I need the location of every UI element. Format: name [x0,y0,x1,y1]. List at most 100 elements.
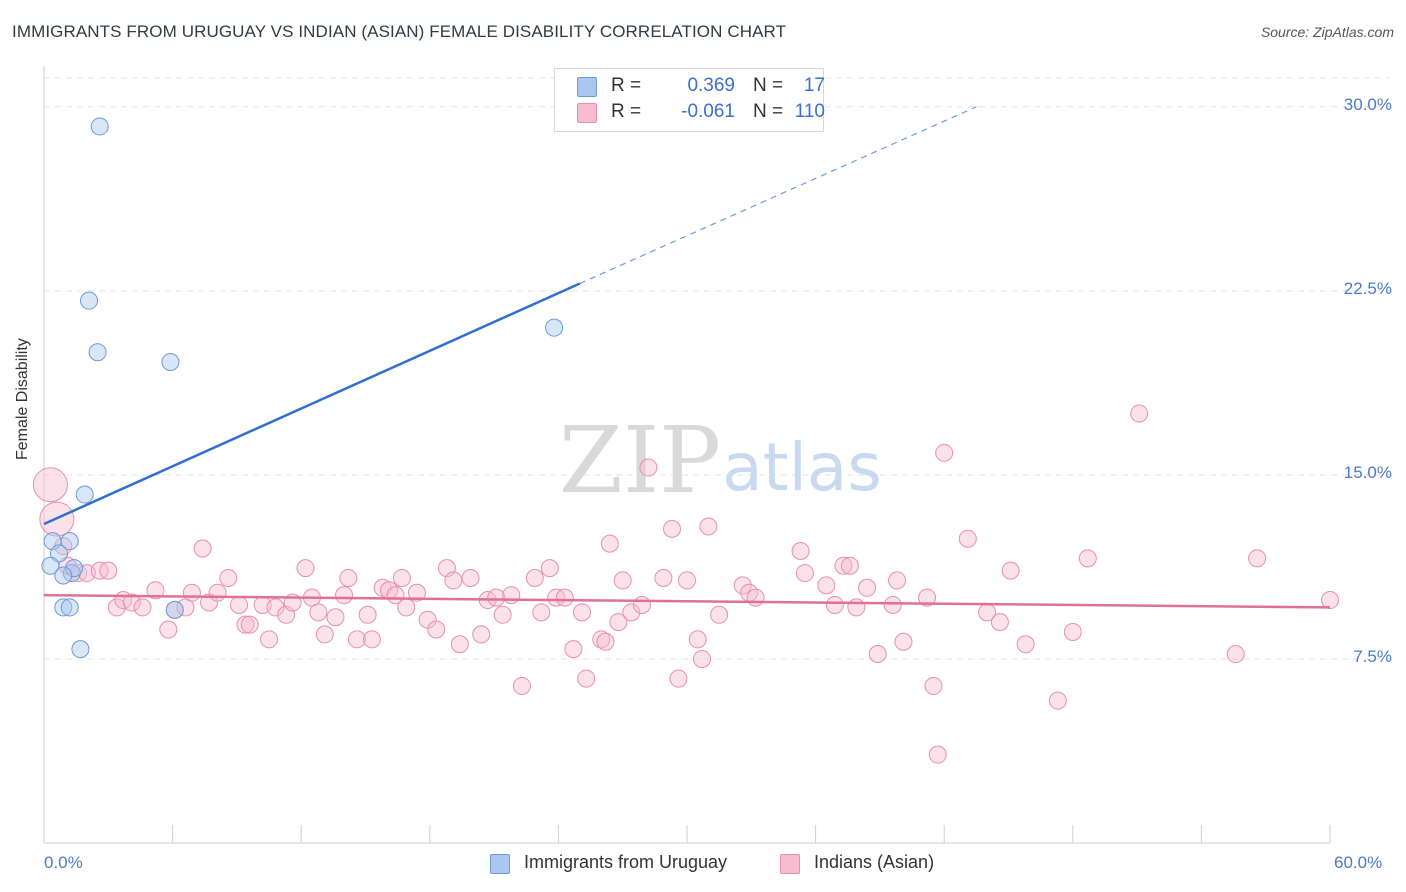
indian-point [918,588,937,607]
indian-point [296,559,315,578]
indian-point [733,576,752,595]
indian-point [99,561,118,580]
indian-point [146,581,165,600]
indian-point [613,571,632,590]
indian-point [834,556,853,575]
indian-point [326,608,345,627]
indian-point [577,669,596,688]
indian-point [461,568,480,587]
indian-point [596,632,615,651]
indian-point [260,630,279,649]
indian-point [193,539,212,558]
indian-point [502,586,521,605]
trend-lines [43,106,1331,609]
uruguay-point [60,598,79,617]
indian-point [868,645,887,664]
indian-trend-line [43,593,1331,609]
uruguay-point [54,566,73,585]
watermark-atlas: atlas [722,429,882,506]
indian-point [693,649,712,668]
indian-point [710,605,729,624]
indian-point [924,676,943,695]
indian-point [662,519,681,538]
indian-point [335,586,354,605]
y-tick-label: 15.0% [1343,462,1392,482]
uruguay-point [161,353,180,372]
indian-point [669,669,688,688]
uruguay-point [80,291,99,310]
indian-point [847,598,866,617]
uruguay-point [54,598,73,617]
indian-point [493,605,512,624]
indian-point [266,598,285,617]
bottom-legend-swatch-uruguay [490,854,510,874]
indian-point [609,613,628,632]
uruguay-point [75,485,94,504]
legend-swatch-indians [577,103,597,123]
indian-point [699,517,718,536]
indian-point [639,458,658,477]
indian-point [555,588,574,607]
indian-point [688,630,707,649]
indian-point [427,620,446,639]
indian-point [600,534,619,553]
legend-r-value: -0.061 [681,101,735,122]
indian-point [564,640,583,659]
legend-r-value: 0.369 [687,75,735,96]
source-label: Source: ZipAtlas.com [1260,24,1394,40]
indian-point [159,620,178,639]
indian-point [487,588,506,607]
indian-point [1001,561,1020,580]
indian-point [309,603,328,622]
indian-point [450,635,469,654]
indian-point [240,615,259,634]
indian-point [894,632,913,651]
indian-point [1078,549,1097,568]
indian-point [236,615,255,634]
indian-point [358,605,377,624]
indian-point [678,571,696,590]
indian-point [928,745,947,764]
indian-point [958,529,977,548]
x-tick-min: 0.0% [44,853,83,872]
uruguay-point [41,556,60,575]
indian-point [1248,549,1267,568]
indian-point [339,568,358,587]
uruguay-point [50,544,69,563]
legend-r-label: R = [611,75,642,96]
y-tick-label: 7.5% [1353,646,1392,666]
series-immigrants-uruguay [41,117,564,659]
indian-point [791,541,810,560]
indian-point [840,556,859,575]
indian-point [1321,591,1339,610]
legend-r-label: R = [611,101,642,122]
indian-point [825,595,844,614]
indian-point [572,603,591,622]
indian-point [512,676,531,695]
chart-title: IMMIGRANTS FROM URUGUAY VS INDIAN (ASIAN… [12,22,787,41]
indian-point [182,583,201,602]
indian-point [392,568,411,587]
indian-point [472,625,491,644]
indian-point [1016,635,1035,654]
indian-point [444,571,463,590]
indian-point [1048,691,1067,710]
y-tick-label: 30.0% [1343,94,1392,114]
legend-swatch-uruguay [577,77,597,97]
indian-point [1130,404,1149,423]
indian-point [208,583,227,602]
x-tick-max: 60.0% [1334,853,1383,872]
indian-point [219,568,238,587]
indian-point [888,571,907,590]
uruguay-trend-extension [579,106,977,285]
indian-point [362,630,381,649]
indian-point [654,568,673,587]
indian-point [397,598,416,617]
indian-point [858,578,877,597]
uruguay-point [60,532,79,551]
indian-point [407,583,426,602]
indian-point [622,603,641,622]
indian-point [1226,645,1245,664]
indian-point [935,443,954,462]
indian-point [230,595,249,614]
